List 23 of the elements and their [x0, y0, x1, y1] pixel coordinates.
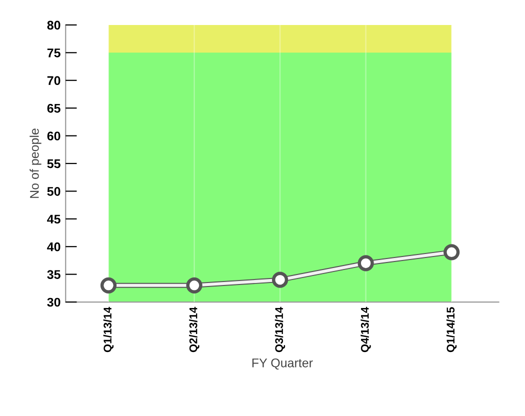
x-tick-label: Q2/13/14 — [189, 306, 200, 352]
y-axis-title: No of people — [30, 128, 42, 198]
y-tick-label: 35 — [47, 270, 60, 279]
y-tick-label: 75 — [47, 48, 60, 58]
point — [272, 272, 288, 288]
x-tick-label: Q1/13/14 — [103, 306, 114, 352]
y-tick-label: 55 — [47, 159, 60, 168]
x-axis-title: FY Quarter — [252, 358, 313, 370]
y-tick-label: 50 — [47, 186, 60, 196]
y-tick-label: 80 — [47, 20, 60, 30]
y-tick-label: 70 — [47, 76, 60, 86]
point — [444, 244, 460, 260]
y-tick-label: 30 — [47, 298, 60, 307]
y-tick-label: 65 — [47, 104, 60, 113]
y-tick-label: 60 — [47, 132, 60, 140]
x-tick-label: Q1/14/15 — [446, 307, 457, 352]
y-tick-label: 40 — [47, 242, 60, 252]
point — [100, 277, 117, 294]
y-tick-label: 45 — [47, 214, 60, 224]
point — [186, 277, 202, 294]
x-tick-label: Q4/13/14 — [360, 306, 371, 352]
point — [358, 255, 374, 272]
x-tick-label: Q3/13/14 — [274, 306, 286, 352]
